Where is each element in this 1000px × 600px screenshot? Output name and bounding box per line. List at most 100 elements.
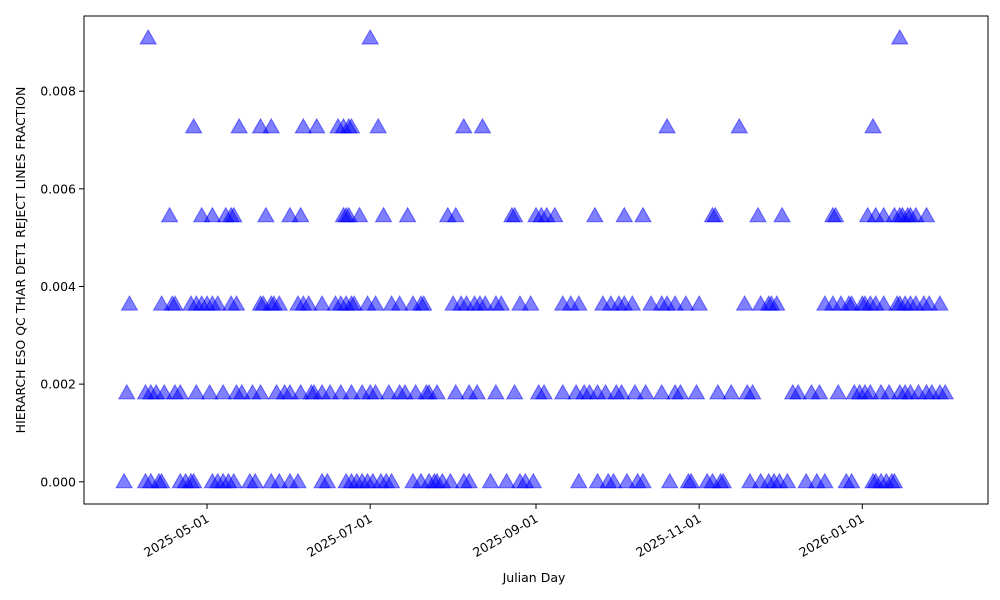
marker [652, 383, 671, 400]
marker [192, 206, 211, 223]
marker [214, 383, 232, 400]
marker [184, 472, 203, 489]
marker [380, 383, 398, 400]
marker [797, 472, 815, 489]
marker [789, 383, 807, 400]
marker [120, 295, 139, 311]
marker [634, 472, 652, 489]
marker [339, 206, 358, 223]
marker [778, 472, 797, 489]
marker [658, 117, 676, 134]
marker [545, 206, 564, 223]
marker [730, 117, 749, 134]
marker [612, 383, 631, 400]
marker [460, 472, 478, 489]
marker [623, 295, 642, 311]
marker [203, 206, 222, 223]
marker [826, 206, 845, 223]
marker [767, 295, 786, 311]
marker [634, 206, 652, 223]
marker [874, 295, 893, 311]
marker [476, 295, 495, 311]
marker [473, 117, 492, 134]
marker [735, 295, 754, 311]
marker [714, 472, 733, 489]
marker [687, 383, 706, 400]
marker [396, 383, 414, 400]
marker [874, 206, 893, 223]
marker [585, 206, 604, 223]
marker [885, 472, 904, 489]
marker [139, 28, 158, 45]
marker [588, 472, 607, 489]
marker [313, 295, 331, 311]
x-axis-label: Julian Day [502, 570, 566, 585]
marker [224, 472, 243, 489]
marker [487, 383, 505, 400]
marker [152, 295, 171, 311]
marker [682, 472, 700, 489]
y-tick-label: 0.008 [40, 84, 76, 99]
marker [521, 295, 540, 311]
marker [227, 295, 246, 311]
marker [906, 206, 925, 223]
marker [569, 472, 588, 489]
marker [200, 383, 219, 400]
marker [773, 206, 791, 223]
marker [160, 206, 179, 223]
marker [709, 383, 727, 400]
marker [115, 472, 133, 489]
marker [706, 206, 725, 223]
marker [390, 295, 409, 311]
marker [917, 206, 936, 223]
marker [642, 295, 660, 311]
marker [636, 383, 655, 400]
marker [690, 295, 709, 311]
marker [366, 295, 385, 311]
marker [815, 472, 834, 489]
marker [749, 206, 767, 223]
marker [382, 472, 401, 489]
marker [660, 472, 679, 489]
marker [468, 383, 487, 400]
marker [406, 383, 425, 400]
marker [224, 206, 243, 223]
marker [930, 295, 949, 311]
marker [454, 117, 473, 134]
marker [604, 472, 623, 489]
marker [936, 383, 955, 400]
marker [569, 295, 588, 311]
marker [880, 383, 898, 400]
marker [398, 206, 417, 223]
marker [446, 206, 465, 223]
y-tick-label: 0.002 [40, 377, 76, 392]
marker [842, 295, 861, 311]
marker [524, 472, 543, 489]
marker [920, 295, 939, 311]
marker [246, 472, 265, 489]
marker [481, 472, 500, 489]
marker [171, 383, 190, 400]
marker [318, 472, 337, 489]
marker [741, 472, 759, 489]
marker [230, 117, 248, 134]
marker [232, 383, 251, 400]
marker [270, 472, 289, 489]
marker [743, 383, 762, 400]
marker [374, 206, 393, 223]
marker [361, 28, 380, 45]
marker [829, 383, 848, 400]
marker [251, 117, 270, 134]
y-axis-label: HIERARCH ESO QC THAR DET1 REJECT LINES F… [13, 87, 28, 434]
marker [291, 206, 310, 223]
marker [864, 117, 882, 134]
marker [553, 383, 572, 400]
marker [299, 295, 318, 311]
marker [345, 295, 363, 311]
marker [321, 383, 339, 400]
marker [441, 472, 460, 489]
marker [535, 383, 553, 400]
marker [251, 383, 270, 400]
marker [369, 117, 388, 134]
